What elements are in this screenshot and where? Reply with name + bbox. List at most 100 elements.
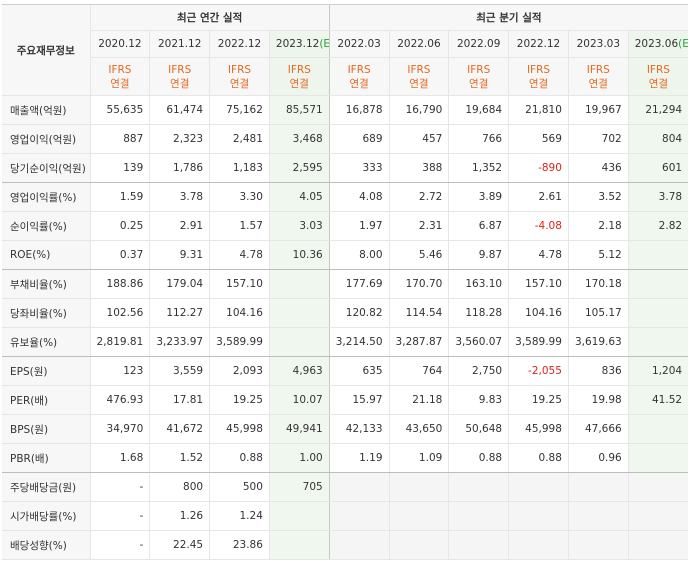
value-cell: 75,162: [209, 95, 270, 125]
value-cell: 157.10: [508, 269, 569, 299]
value-cell: 10.36: [268, 240, 330, 270]
row-label: PBR(배): [2, 443, 90, 473]
value-cell: [627, 298, 689, 328]
value-cell: 16,878: [328, 95, 390, 125]
value-cell: 19,684: [448, 95, 509, 125]
value-cell: 1.97: [328, 211, 390, 241]
value-cell: [627, 501, 689, 531]
value-cell: 4.78: [508, 240, 569, 270]
value-cell: 9.83: [448, 385, 509, 415]
value-cell: 3.52: [567, 182, 629, 212]
value-cell: 21.18: [388, 385, 449, 415]
value-cell: 112.27: [149, 298, 210, 328]
value-cell: [508, 472, 569, 502]
row-label: 주당배당금(원): [2, 472, 90, 502]
row-label: 배당성향(%): [2, 530, 90, 560]
value-cell: 55,635: [89, 95, 150, 125]
period-header: 2023.12(E): [268, 30, 330, 58]
period-header: 2022.09: [448, 30, 509, 58]
value-cell: [268, 327, 330, 357]
data-row: 주당배당금(원) -800 500 705: [2, 472, 689, 502]
period-header: 2020.12: [89, 30, 150, 58]
value-cell: [268, 530, 330, 560]
value-cell: 34,970: [89, 414, 150, 444]
value-cell: 500: [209, 472, 270, 502]
value-cell: 61,474: [149, 95, 210, 125]
row-label: 영업이익(억원): [2, 124, 90, 154]
value-cell: -2,055: [508, 356, 569, 386]
value-cell: 457: [388, 124, 449, 154]
value-cell: [448, 530, 509, 560]
standard-header: IFRS 연결: [627, 57, 689, 96]
standard: IFRS: [526, 63, 551, 76]
value-cell: 3.78: [627, 182, 689, 212]
value-cell: 4.05: [268, 182, 330, 212]
row-label: 순이익률(%): [2, 211, 90, 241]
value-cell: 17.81: [149, 385, 210, 415]
period-header: 2022.06: [388, 30, 449, 58]
value-cell: 50,648: [448, 414, 509, 444]
value-cell: 3.89: [448, 182, 509, 212]
value-cell: 1.09: [388, 443, 449, 473]
value-cell: [627, 269, 689, 299]
value-cell: 2.82: [627, 211, 689, 241]
value-cell: 3,233.97: [149, 327, 210, 357]
value-cell: 16,790: [388, 95, 449, 125]
value-cell: 5.12: [567, 240, 629, 270]
value-cell: 1.19: [328, 443, 390, 473]
data-row: EPS(원) 123 3,559 2,093 4,963 635 764 2,750 -2,05…: [2, 356, 689, 386]
standard: IFRS: [227, 63, 252, 76]
standard: 연결: [289, 77, 309, 90]
value-cell: [328, 501, 390, 531]
value-cell: 705: [268, 472, 330, 502]
estimate-mark: (E): [319, 38, 329, 50]
value-cell: 177.69: [328, 269, 390, 299]
value-cell: 0.96: [567, 443, 629, 473]
value-cell: 120.82: [328, 298, 390, 328]
value-cell: [627, 472, 689, 502]
standard-header: IFRS 연결: [149, 57, 210, 96]
value-cell: 22.45: [149, 530, 210, 560]
value-cell: -: [89, 530, 150, 560]
data-row: PER(배) 476.93 17.81 19.25 10.07 15.97 21.18 9.8…: [2, 385, 689, 415]
standard: IFRS: [407, 63, 431, 76]
value-cell: 800: [149, 472, 210, 502]
value-cell: 2.72: [388, 182, 449, 212]
value-cell: 6.87: [448, 211, 509, 241]
value-cell: 2,595: [268, 153, 330, 183]
value-cell: 157.10: [209, 269, 270, 299]
value-cell: 1.68: [89, 443, 150, 473]
value-cell: 105.17: [567, 298, 629, 328]
value-cell: 15.97: [328, 385, 390, 415]
value-cell: [388, 501, 449, 531]
value-cell: 102.56: [89, 298, 150, 328]
value-cell: 3,559: [149, 356, 210, 386]
value-cell: 9.87: [448, 240, 509, 270]
value-cell: 4.78: [209, 240, 270, 270]
value-cell: 85,571: [268, 95, 330, 125]
standard: 연결: [528, 77, 549, 90]
value-cell: 689: [328, 124, 390, 154]
page: {"table":{ "corner":"주요재무정보", "sections"…: [0, 4, 694, 570]
header-row: 주요재무정보 최근 연간 실적 최근 분기 실적: [2, 4, 689, 96]
value-cell: 1.24: [209, 501, 270, 531]
value-cell: 3,589.99: [508, 327, 569, 357]
value-cell: 2,750: [448, 356, 509, 386]
value-cell: 3.03: [268, 211, 330, 241]
value-cell: 3,619.63: [567, 327, 629, 357]
standard-header: IFRS 연결: [268, 57, 330, 96]
standard: 연결: [648, 77, 669, 90]
data-row: 영업이익률(%) 1.59 3.78 3.30 4.05 4.08 2.72 3.89 2.61…: [2, 182, 689, 212]
value-cell: [268, 501, 330, 531]
value-cell: 9.31: [149, 240, 210, 270]
value-cell: [627, 240, 689, 270]
value-cell: 804: [627, 124, 689, 154]
value-cell: [328, 530, 390, 560]
period: 2020.12: [98, 38, 142, 50]
value-cell: 4,963: [268, 356, 330, 386]
value-cell: 188.86: [89, 269, 150, 299]
period-header: 2022.12: [508, 30, 569, 58]
period: 2021.12: [157, 38, 202, 50]
standard: IFRS: [287, 63, 311, 76]
value-cell: 4.08: [328, 182, 390, 212]
